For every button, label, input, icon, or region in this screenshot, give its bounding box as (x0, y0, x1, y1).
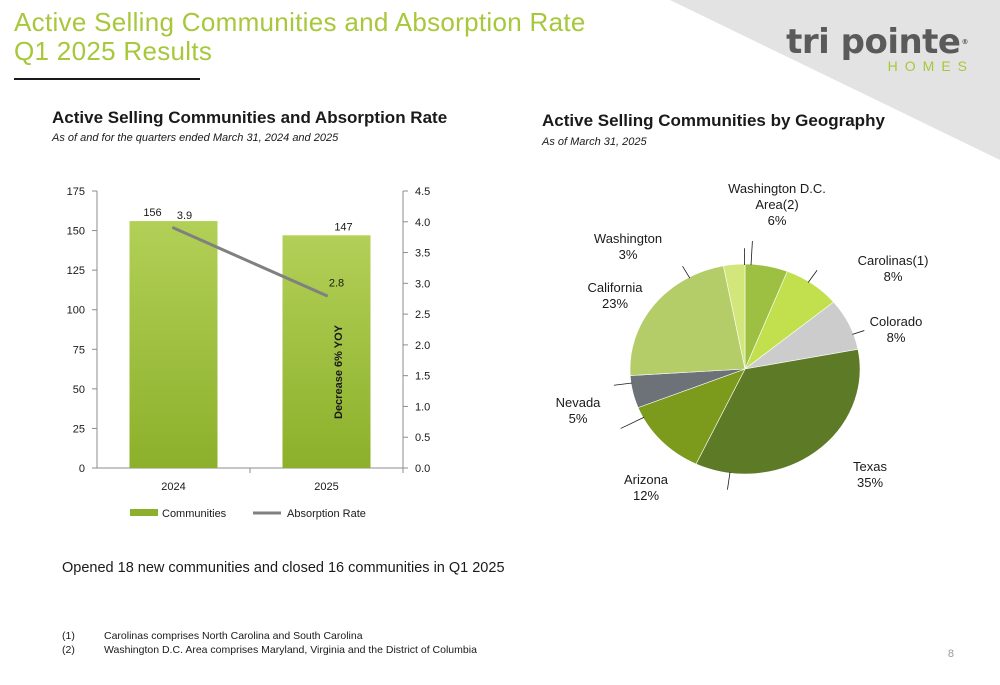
left-tick-label: 0 (79, 463, 85, 475)
pie-slice-label-line: Area(2) (755, 197, 798, 212)
pie-slice-percent: 8% (887, 330, 906, 345)
absorption-rate-point (172, 226, 175, 230)
right-tick-label: 4.0 (415, 217, 430, 229)
communities-note: Opened 18 new communities and closed 16 … (62, 560, 505, 576)
footnote-1-text: Carolinas comprises North Carolina and S… (104, 630, 363, 642)
pie-leader-line (807, 270, 818, 283)
x-tick-label: 2025 (314, 481, 338, 493)
yoy-decrease-annotation: Decrease 6% YOY (333, 324, 345, 419)
pie-slice-label: Texas 35% (853, 459, 887, 490)
pie-slice-label: Arizona 12% (624, 472, 669, 503)
left-tick-label: 175 (67, 186, 85, 198)
slide-title-line1: Active Selling Communities and Absorptio… (14, 7, 586, 37)
right-tick-label: 3.5 (415, 248, 430, 260)
right-tick-label: 1.5 (415, 371, 430, 383)
pie-slice-label: Washington D.C. Area(2) 6% (728, 181, 826, 228)
right-tick-label: 0.5 (415, 432, 430, 444)
pie-slice-percent: 35% (857, 475, 883, 490)
pie-slice-percent: 8% (884, 269, 903, 284)
pie-slice (723, 263, 746, 370)
pie-leader-line (682, 265, 691, 279)
pie-slice-label: California 23% (588, 280, 644, 311)
left-tick-label: 150 (67, 226, 85, 238)
bar-chart-title: Active Selling Communities and Absorptio… (52, 108, 448, 127)
right-tick-label: 1.0 (415, 401, 430, 413)
pie-slice-label-line: Carolinas(1) (858, 253, 929, 268)
pie-slice-label-line: Colorado (870, 314, 923, 329)
footnote-2: (2) Washington D.C. Area comprises Maryla… (62, 644, 477, 656)
legend-communities-label: Communities (162, 508, 227, 520)
logo-homes: HOMES (887, 58, 974, 74)
left-tick-label: 75 (73, 344, 85, 356)
pie-chart-subtitle: As of March 31, 2025 (542, 136, 647, 148)
bar-chart-subtitle: As of and for the quarters ended March 3… (52, 132, 339, 144)
slide-title: Active Selling Communities and Absorptio… (14, 8, 586, 66)
pie-slice-label: Washington 3% (594, 231, 662, 262)
pie-slice-label: Nevada 5% (556, 395, 602, 426)
pie-slice (637, 368, 746, 465)
title-underline (14, 78, 200, 80)
corner-decoration (670, 0, 1000, 160)
pie-chart-title: Active Selling Communities by Geography (542, 111, 885, 130)
right-tick-label: 3.0 (415, 278, 430, 290)
x-tick-label: 2024 (161, 481, 185, 493)
right-tick-label: 2.5 (415, 309, 430, 321)
pie-slice-label: Carolinas(1) 8% (858, 253, 929, 284)
pie-slice-label: Colorado 8% (870, 314, 923, 345)
absorption-rate-label: 2.8 (329, 278, 344, 290)
left-tick-label: 100 (67, 305, 85, 317)
absorption-rate-line (172, 226, 328, 298)
legend-communities-swatch (130, 509, 158, 516)
slide-title-line2: Q1 2025 Results (14, 36, 213, 66)
communities-bar-label: 156 (143, 207, 161, 219)
pie-slice-label-line: Washington (594, 231, 662, 246)
absorption-rate-point (325, 294, 328, 298)
footnote-2-text: Washington D.C. Area comprises Maryland,… (104, 644, 477, 656)
left-tick-label: 50 (73, 384, 85, 396)
absorption-rate-label: 3.9 (177, 210, 192, 222)
pie-slice-label-line: Washington D.C. (728, 181, 826, 196)
pie-slice-percent: 12% (633, 488, 659, 503)
footnote-1-marker: (1) (62, 630, 75, 642)
communities-bar-label: 147 (334, 221, 352, 233)
pie-leader-line (727, 471, 731, 490)
pie-leader-line (613, 382, 633, 386)
right-tick-label: 2.0 (415, 340, 430, 352)
legend-absorption-label: Absorption Rate (287, 508, 366, 520)
logo-word-text: tri pointe (786, 22, 961, 62)
logo-registered-mark: ® (961, 38, 969, 46)
pie-slice-percent: 5% (569, 411, 588, 426)
pie-leader-line (852, 330, 865, 335)
footnote-1: (1) Carolinas comprises North Carolina an… (62, 630, 363, 642)
pie-slice-percent: 6% (768, 213, 787, 228)
pie-slice-percent: 23% (602, 296, 628, 311)
pie-leader-line (620, 416, 645, 429)
pie-slice-label-line: Texas (853, 459, 887, 474)
right-tick-label: 4.5 (415, 186, 430, 198)
pie-slice-label-line: Arizona (624, 472, 669, 487)
pie-slice-label-line: Nevada (556, 395, 602, 410)
left-tick-label: 125 (67, 265, 85, 277)
right-tick-label: 0.0 (415, 463, 430, 475)
pie-slice (629, 265, 746, 376)
footnote-2-marker: (2) (62, 644, 75, 656)
pie-slice-percent: 3% (619, 247, 638, 262)
corner-triangle-shape (670, 0, 1000, 160)
pie-leader-line (750, 241, 753, 266)
tri-pointe-logo: tri pointe® HOMES (786, 24, 968, 74)
communities-bar (129, 221, 218, 468)
communities-bar (282, 235, 371, 468)
left-tick-label: 25 (73, 423, 85, 435)
page-number: 8 (947, 648, 954, 660)
logo-wordmark: tri pointe® (786, 24, 968, 60)
pie-slice-label-line: California (588, 280, 644, 295)
pie-slice (695, 348, 861, 475)
